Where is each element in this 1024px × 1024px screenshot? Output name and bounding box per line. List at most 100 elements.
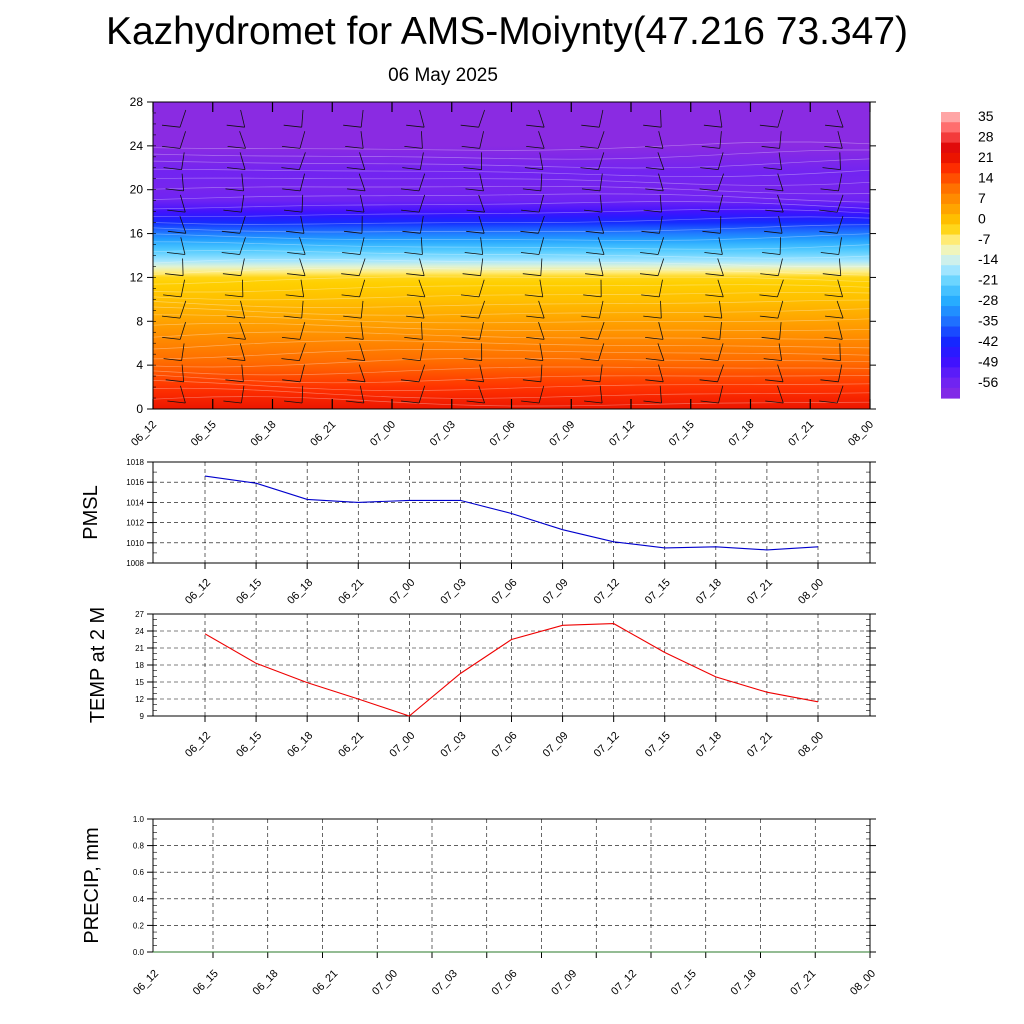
wind-barb xyxy=(465,364,484,383)
y-tick-label: 24 xyxy=(130,139,144,153)
colorbar-label: -28 xyxy=(978,292,998,308)
wind-barb xyxy=(524,279,544,298)
x-tick-label: 07_06 xyxy=(490,577,520,607)
wind-barb xyxy=(526,131,545,149)
contour-line xyxy=(152,168,871,178)
colorbar-swatch xyxy=(941,203,960,215)
wind-barb xyxy=(406,279,426,298)
x-tick-label: 07_15 xyxy=(643,577,673,607)
wind-barb xyxy=(226,109,246,128)
wind-barb xyxy=(460,279,485,298)
x-tick-label: 07_00 xyxy=(370,968,400,998)
wind-barb xyxy=(583,279,602,298)
wind-barb xyxy=(465,173,484,192)
wind-barb xyxy=(763,343,783,361)
contour-line xyxy=(152,380,871,391)
wind-barb xyxy=(406,258,425,277)
wind-barb xyxy=(819,194,844,213)
wind-barb xyxy=(347,364,366,383)
contour-line xyxy=(152,331,871,340)
wind-barb xyxy=(283,194,304,213)
contour-line xyxy=(152,366,871,376)
contour-line xyxy=(152,349,871,360)
x-tick-label: 06_21 xyxy=(336,577,366,607)
contour-line xyxy=(152,241,871,250)
wind-barb xyxy=(165,258,184,277)
wind-barb xyxy=(463,343,483,361)
wind-barb xyxy=(825,300,844,319)
wind-barb xyxy=(224,279,244,298)
wind-barb xyxy=(702,216,722,234)
x-tick-label: 07_09 xyxy=(549,968,579,998)
wind-barb xyxy=(520,237,545,255)
wind-barb xyxy=(345,385,365,404)
y-tick-label: 1018 xyxy=(126,458,144,467)
y-tick-label: 27 xyxy=(135,610,144,619)
wind-barb xyxy=(221,237,246,255)
wind-barb xyxy=(345,194,365,213)
wind-barb xyxy=(820,173,843,192)
wind-barb xyxy=(341,279,366,298)
colorbar-swatch xyxy=(941,316,960,328)
wind-barb xyxy=(701,131,722,149)
contour-line xyxy=(152,158,871,169)
wind-barbs xyxy=(161,109,844,404)
x-tick-label: 06_15 xyxy=(191,968,221,998)
colorbar-swatch xyxy=(941,336,960,348)
wind-barb xyxy=(824,322,843,340)
wind-barb xyxy=(167,215,187,234)
wind-barb xyxy=(167,385,186,404)
x-tick-label: 06_18 xyxy=(249,419,279,449)
wind-barb xyxy=(343,109,364,128)
wind-barb xyxy=(281,152,306,170)
colorbar-swatch xyxy=(941,367,960,379)
y-tick-label: 1014 xyxy=(126,498,144,507)
wind-barb xyxy=(703,109,723,128)
wind-barb xyxy=(284,385,304,404)
colorbar: 35 28 21 14 7 0 -7 -14 -21 -28 -35 -42 -49 -56 xyxy=(941,108,998,399)
wind-barb xyxy=(641,216,663,234)
wind-barb xyxy=(820,364,843,383)
wind-barb xyxy=(283,109,304,128)
colorbar-label: 21 xyxy=(978,149,994,165)
x-tick-label: 07_15 xyxy=(667,419,697,449)
wind-barb xyxy=(765,385,784,404)
contour-line xyxy=(152,233,871,241)
x-tick-label: 07_21 xyxy=(745,730,775,760)
y-tick-label: 0.2 xyxy=(133,921,145,930)
wind-barb xyxy=(825,109,844,128)
wind-barb xyxy=(764,216,783,234)
wind-barb xyxy=(522,258,543,277)
y-tick-label: 21 xyxy=(135,644,144,653)
colorbar-label: 14 xyxy=(978,169,994,185)
wind-barb xyxy=(343,300,364,319)
wind-barb xyxy=(163,152,185,170)
wind-barb xyxy=(645,152,665,170)
wind-barb xyxy=(281,343,306,361)
x-tick-label: 06_18 xyxy=(285,577,315,607)
x-tick-label: 07_03 xyxy=(428,419,458,449)
y-tick-label: 0.6 xyxy=(133,868,145,877)
contour-line xyxy=(152,387,871,399)
contour-line xyxy=(152,208,871,218)
wind-barb xyxy=(643,109,662,128)
x-tick-label: 07_00 xyxy=(387,730,417,760)
wind-barb xyxy=(287,258,306,277)
colorbar-swatch xyxy=(941,163,960,174)
x-tick-label: 06_21 xyxy=(336,730,366,760)
colorbar-label: 0 xyxy=(978,210,986,226)
y-tick-label: 4 xyxy=(136,358,143,372)
wind-barb xyxy=(281,321,306,340)
x-tick-label: 07_09 xyxy=(541,577,571,607)
wind-barb xyxy=(462,258,484,277)
wind-barb xyxy=(700,152,724,170)
wind-barb xyxy=(165,173,184,192)
x-tick-label: 07_12 xyxy=(607,419,637,449)
wind-barb xyxy=(580,343,605,361)
x-tick-label: 06_15 xyxy=(234,730,264,760)
x-tick-label: 07_18 xyxy=(694,730,724,760)
colorbar-swatch xyxy=(941,295,960,307)
wind-barb xyxy=(282,364,305,383)
y-tick-label: 0.4 xyxy=(133,895,145,904)
